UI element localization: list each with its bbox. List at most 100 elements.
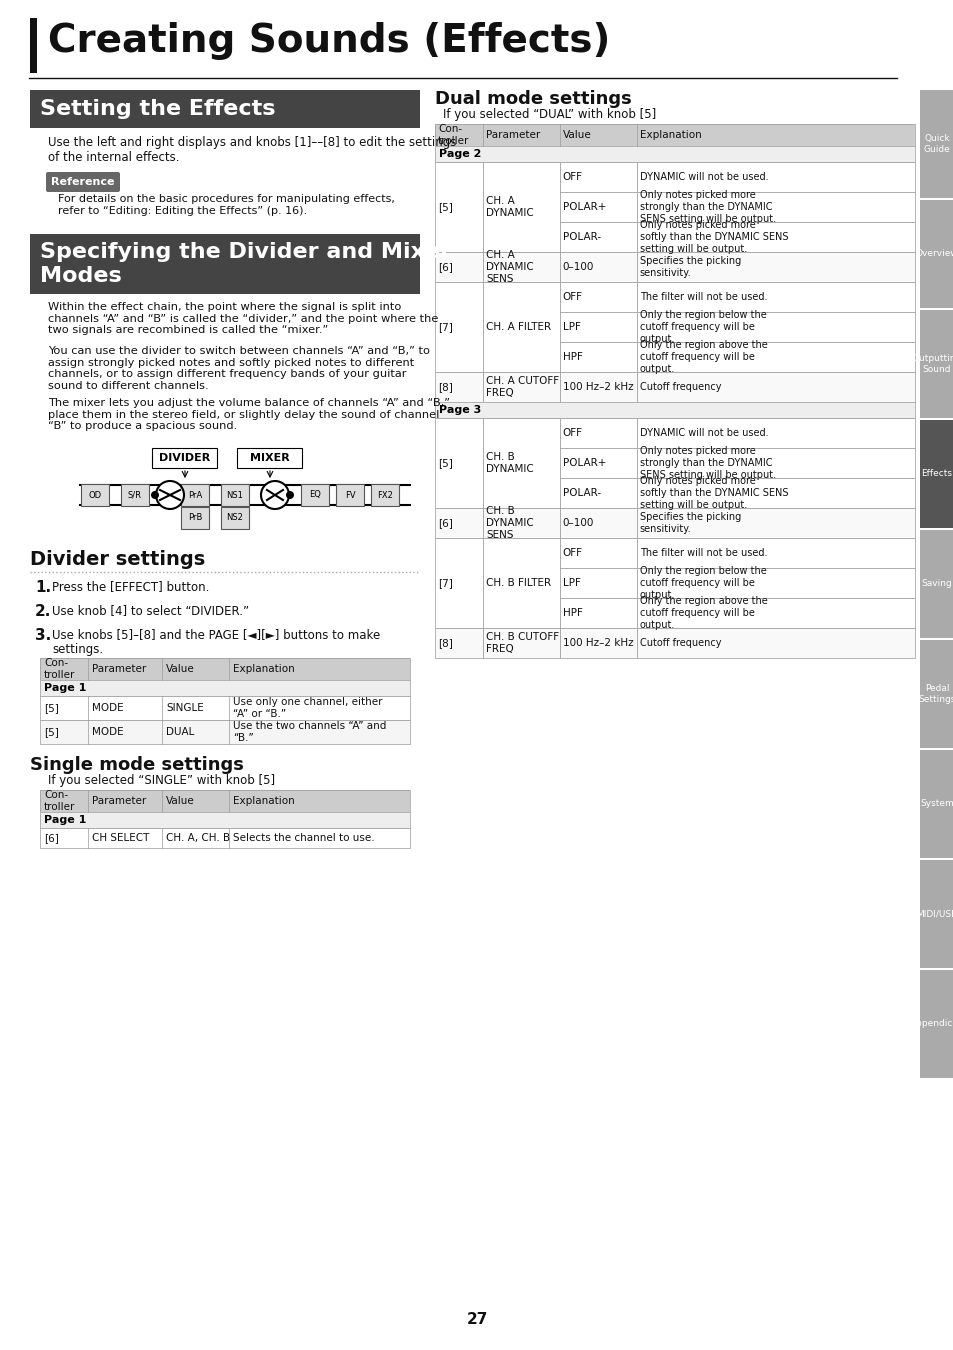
- Bar: [435, 508, 482, 539]
- Text: OFF: OFF: [562, 428, 582, 437]
- Bar: [559, 628, 636, 657]
- Text: Specifies the picking
sensitivity.: Specifies the picking sensitivity.: [639, 256, 740, 278]
- Text: Cutoff frequency: Cutoff frequency: [639, 382, 720, 391]
- Text: Selects the channel to use.: Selects the channel to use.: [233, 833, 374, 842]
- Text: Use the two channels “A” and
“B.”: Use the two channels “A” and “B.”: [233, 721, 386, 743]
- Bar: [40, 697, 410, 720]
- Bar: [559, 162, 636, 192]
- Text: Cutoff frequency: Cutoff frequency: [639, 639, 720, 648]
- Bar: [559, 539, 636, 568]
- Text: Only the region below the
cutoff frequency will be
output.: Only the region below the cutoff frequen…: [639, 567, 765, 599]
- Bar: [559, 221, 636, 252]
- Bar: [30, 234, 419, 294]
- Text: OFF: OFF: [562, 292, 582, 302]
- Text: DUAL: DUAL: [166, 728, 194, 737]
- Bar: [482, 373, 559, 402]
- Text: MODE: MODE: [92, 728, 124, 737]
- Bar: [559, 373, 636, 402]
- Text: MODE: MODE: [92, 703, 124, 713]
- Bar: [435, 402, 914, 418]
- Text: Only the region above the
cutoff frequency will be
output.: Only the region above the cutoff frequen…: [639, 340, 766, 374]
- Bar: [559, 312, 636, 342]
- Bar: [181, 485, 209, 506]
- Bar: [559, 252, 636, 282]
- Bar: [636, 162, 914, 192]
- Text: POLAR-: POLAR-: [562, 487, 600, 498]
- Text: Explanation: Explanation: [233, 796, 294, 806]
- Text: OD: OD: [89, 490, 101, 500]
- Text: CH. B FILTER: CH. B FILTER: [485, 578, 551, 589]
- Bar: [636, 282, 914, 312]
- Text: You can use the divider to switch between channels “A” and “B,” to
assign strong: You can use the divider to switch betwee…: [48, 346, 430, 390]
- Bar: [636, 508, 914, 539]
- Bar: [435, 124, 914, 146]
- Text: For details on the basic procedures for manipulating effects,
refer to “Editing:: For details on the basic procedures for …: [58, 194, 395, 216]
- Text: 100 Hz–2 kHz: 100 Hz–2 kHz: [562, 639, 633, 648]
- Text: Use knob [4] to select “DIVIDER.”: Use knob [4] to select “DIVIDER.”: [52, 603, 249, 617]
- Bar: [435, 146, 914, 162]
- Text: Parameter: Parameter: [92, 664, 146, 674]
- Bar: [121, 485, 149, 506]
- Text: LPF: LPF: [562, 323, 580, 332]
- Bar: [636, 192, 914, 221]
- Text: OFF: OFF: [562, 171, 582, 182]
- Bar: [559, 508, 636, 539]
- Text: [7]: [7]: [437, 578, 453, 589]
- Text: NS2: NS2: [226, 513, 243, 522]
- Bar: [482, 252, 559, 282]
- Bar: [559, 598, 636, 628]
- Text: CH. A, CH. B: CH. A, CH. B: [166, 833, 230, 842]
- Bar: [435, 402, 914, 418]
- Bar: [482, 418, 559, 508]
- Text: 27: 27: [466, 1312, 487, 1327]
- Bar: [40, 680, 410, 697]
- Bar: [636, 478, 914, 508]
- Bar: [40, 811, 410, 828]
- Text: CH. B CUTOFF
FREQ: CH. B CUTOFF FREQ: [485, 632, 558, 653]
- Bar: [435, 146, 914, 162]
- Text: Use knobs [5]–[8] and the PAGE [◄][►] buttons to make
settings.: Use knobs [5]–[8] and the PAGE [◄][►] bu…: [52, 628, 380, 656]
- Text: POLAR-: POLAR-: [562, 232, 600, 242]
- Text: Page 1: Page 1: [44, 683, 87, 693]
- Text: EQ: EQ: [309, 490, 320, 500]
- Bar: [919, 971, 953, 1079]
- Text: Only notes picked more
strongly than the DYNAMIC
SENS setting will be output.: Only notes picked more strongly than the…: [639, 190, 775, 224]
- Text: 100 Hz–2 kHz: 100 Hz–2 kHz: [562, 382, 633, 391]
- Text: FV: FV: [344, 490, 355, 500]
- Bar: [237, 448, 302, 468]
- Text: Overview: Overview: [915, 250, 953, 258]
- Text: DIVIDER: DIVIDER: [159, 454, 211, 463]
- Text: HPF: HPF: [562, 608, 582, 618]
- Text: Use the left and right displays and knobs [1]––[8] to edit the settings
of the i: Use the left and right displays and knob…: [48, 136, 456, 163]
- Bar: [40, 790, 410, 811]
- Text: Con-
troller: Con- troller: [44, 659, 75, 680]
- Bar: [40, 657, 410, 680]
- Circle shape: [286, 491, 294, 500]
- Text: Parameter: Parameter: [485, 130, 539, 140]
- Bar: [636, 628, 914, 657]
- Bar: [559, 282, 636, 312]
- Text: [6]: [6]: [437, 262, 453, 271]
- Bar: [435, 418, 482, 508]
- Bar: [435, 124, 914, 146]
- Text: The filter will not be used.: The filter will not be used.: [639, 292, 766, 302]
- Text: Setting the Effects: Setting the Effects: [40, 99, 275, 119]
- Text: Only the region below the
cutoff frequency will be
output.: Only the region below the cutoff frequen…: [639, 310, 765, 344]
- Text: Appendices: Appendices: [910, 1019, 953, 1029]
- Bar: [636, 252, 914, 282]
- Text: Only the region above the
cutoff frequency will be
output.: Only the region above the cutoff frequen…: [639, 597, 766, 629]
- Text: SINGLE: SINGLE: [166, 703, 204, 713]
- Text: CH. B
DYNAMIC
SENS: CH. B DYNAMIC SENS: [485, 506, 533, 540]
- Text: Explanation: Explanation: [233, 664, 294, 674]
- Bar: [221, 485, 249, 506]
- Text: Within the effect chain, the point where the signal is split into
channels “A” a: Within the effect chain, the point where…: [48, 302, 438, 335]
- Text: CH. A CUTOFF
FREQ: CH. A CUTOFF FREQ: [485, 377, 558, 398]
- Bar: [482, 628, 559, 657]
- Text: CH. A FILTER: CH. A FILTER: [485, 323, 551, 332]
- Text: HPF: HPF: [562, 352, 582, 362]
- Bar: [636, 373, 914, 402]
- Text: Only notes picked more
softly than the DYNAMIC SENS
setting will be output.: Only notes picked more softly than the D…: [639, 220, 787, 254]
- Text: Explanation: Explanation: [639, 130, 700, 140]
- Text: FX2: FX2: [376, 490, 393, 500]
- Text: Parameter: Parameter: [92, 796, 146, 806]
